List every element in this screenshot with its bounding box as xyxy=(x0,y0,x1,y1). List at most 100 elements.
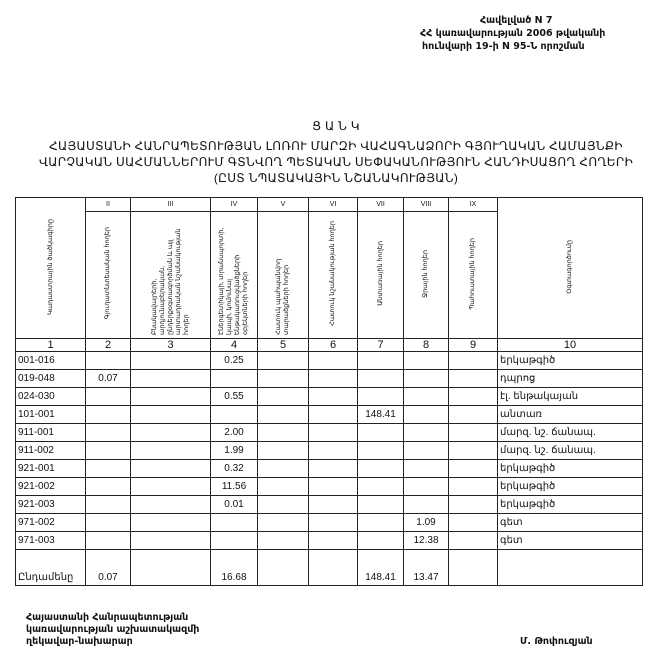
table-row: 024-030 0.55 էլ. ենթակայան xyxy=(15,387,643,406)
area-cell xyxy=(130,477,211,496)
column-header-label: Բնակավայրերի, արդյունաբերական, ընդերքօգտ… xyxy=(150,228,190,335)
position-line: ղեկավար-նախարար xyxy=(26,636,133,647)
area-cell xyxy=(85,387,131,406)
usage-cell: գետ xyxy=(497,513,643,532)
area-cell xyxy=(130,441,211,460)
area-cell xyxy=(257,459,309,478)
rotated-header-row: Գյուղատնտեսական հողեր Բնակավայրերի, արդյո… xyxy=(16,211,643,339)
area-cell xyxy=(257,477,309,496)
appendix-note: Հավելված N 7 ՀՀ կառավարության 2006 թվակա… xyxy=(420,14,630,53)
area-cell xyxy=(448,387,498,406)
area-cell xyxy=(357,531,404,550)
column-number-row: 1 2 3 4 5 6 7 8 9 10 xyxy=(15,338,643,352)
area-cell xyxy=(357,387,404,406)
area-cell xyxy=(308,531,358,550)
area-cell xyxy=(130,405,211,424)
roman-numeral: IV xyxy=(210,197,258,212)
total-row: Ընդամենը 0.07 16.68 148.41 13.47 xyxy=(15,549,643,586)
appendix-number: Հավելված N 7 xyxy=(480,15,553,26)
area-cell xyxy=(130,459,211,478)
title-line: ՎԱՐՉԱԿԱՆ ՍԱՀՄԱՆՆԵՐՈՒՄ ԳՏՆՎՈՂ ՊԵՏԱԿԱՆ ՍԵՓ… xyxy=(38,155,634,169)
table-row: 019-048 0.07 դպրոց xyxy=(15,369,643,388)
cadastral-code: 971-003 xyxy=(15,531,86,550)
area-cell xyxy=(85,513,131,532)
column-header-label: Օգտագործումը xyxy=(566,240,573,294)
column-header: Էներգետիկայի, տրանսպորտի, կապի, կոմունալ… xyxy=(210,211,258,339)
column-header: Կադաստրային ծածկագիրը xyxy=(15,197,86,339)
area-cell xyxy=(257,423,309,442)
area-cell xyxy=(448,351,498,370)
total-cell: 0.07 xyxy=(85,549,131,586)
area-cell xyxy=(257,495,309,514)
table-row: 921-003 0.01 երկաթգիծ xyxy=(15,495,643,514)
table-row: 921-002 11.56 երկաթգիծ xyxy=(15,477,643,496)
usage-cell: երկաթգիծ xyxy=(497,477,643,496)
area-cell: 12.38 xyxy=(403,531,449,550)
area-cell: 0.32 xyxy=(210,459,258,478)
column-header: Պահուստային հողեր xyxy=(448,211,498,339)
column-number: 8 xyxy=(403,338,449,352)
area-cell xyxy=(85,441,131,460)
table-row: 971-002 1.09 գետ xyxy=(15,513,643,532)
cadastral-code: 921-001 xyxy=(15,459,86,478)
area-cell xyxy=(85,351,131,370)
area-cell: 0.25 xyxy=(210,351,258,370)
total-cell xyxy=(448,549,498,586)
area-cell: 0.01 xyxy=(210,495,258,514)
roman-header-row: Կադաստրային ծածկագիրը II III IV V VI VII VIII IX… xyxy=(15,197,643,339)
area-cell xyxy=(257,531,309,550)
area-cell xyxy=(257,405,309,424)
column-header: Բնակավայրերի, արդյունաբերական, ընդերքօգտ… xyxy=(130,211,211,339)
area-cell: 0.55 xyxy=(210,387,258,406)
area-cell xyxy=(257,441,309,460)
area-cell xyxy=(308,441,358,460)
area-cell xyxy=(448,423,498,442)
column-header: Հատուկ նշանակության հողեր xyxy=(308,211,358,339)
area-cell xyxy=(403,387,449,406)
area-cell: 11.56 xyxy=(210,477,258,496)
usage-cell: երկաթգիծ xyxy=(497,495,643,514)
table-row: 911-001 2.00 մարզ. նշ. ճանապ. xyxy=(15,423,643,442)
area-cell xyxy=(308,351,358,370)
area-cell: 1.99 xyxy=(210,441,258,460)
total-label: Ընդամենը xyxy=(15,549,86,586)
total-cell: 16.68 xyxy=(210,549,258,586)
area-cell: 148.41 xyxy=(357,405,404,424)
table-row: 911-002 1.99 մարզ. նշ. ճանապ. xyxy=(15,441,643,460)
usage-cell: մարզ. նշ. ճանապ. xyxy=(497,423,643,442)
area-cell xyxy=(257,387,309,406)
area-cell xyxy=(85,477,131,496)
area-cell xyxy=(357,351,404,370)
area-cell xyxy=(448,477,498,496)
area-cell xyxy=(308,405,358,424)
area-cell xyxy=(308,477,358,496)
total-cell: 13.47 xyxy=(403,549,449,586)
title-line: ՀԱՅԱՍՏԱՆԻ ՀԱՆՐԱՊԵՏՈՒԹՅԱՆ ԼՈՌՈՒ ՄԱՐԶԻ ՎԱՀ… xyxy=(49,139,623,153)
area-cell xyxy=(357,477,404,496)
appendix-date: հունվարի 19-ի N 95-Ն որոշման xyxy=(422,41,585,52)
column-header: Օգտագործումը xyxy=(497,197,643,339)
area-cell xyxy=(130,351,211,370)
usage-cell: երկաթգիծ xyxy=(497,459,643,478)
area-cell xyxy=(357,459,404,478)
total-cell xyxy=(308,549,358,586)
area-cell xyxy=(403,351,449,370)
area-cell xyxy=(403,477,449,496)
roman-numeral: VII xyxy=(357,197,404,212)
area-cell xyxy=(85,423,131,442)
area-cell xyxy=(448,441,498,460)
column-header-label: Ջրային հողեր xyxy=(422,249,429,298)
roman-numeral: V xyxy=(257,197,309,212)
cadastral-code: 019-048 xyxy=(15,369,86,388)
area-cell xyxy=(210,405,258,424)
area-cell xyxy=(257,351,309,370)
usage-cell: գետ xyxy=(497,531,643,550)
area-cell xyxy=(85,405,131,424)
position-line: կառավարության աշխատակազմի xyxy=(26,624,200,635)
area-cell xyxy=(257,513,309,532)
area-cell xyxy=(257,369,309,388)
usage-cell: էլ. ենթակայան xyxy=(497,387,643,406)
total-cell xyxy=(497,549,643,586)
area-cell xyxy=(403,369,449,388)
land-table: Կադաստրային ծածկագիրը II III IV V VI VII VIII IX… xyxy=(15,197,643,586)
